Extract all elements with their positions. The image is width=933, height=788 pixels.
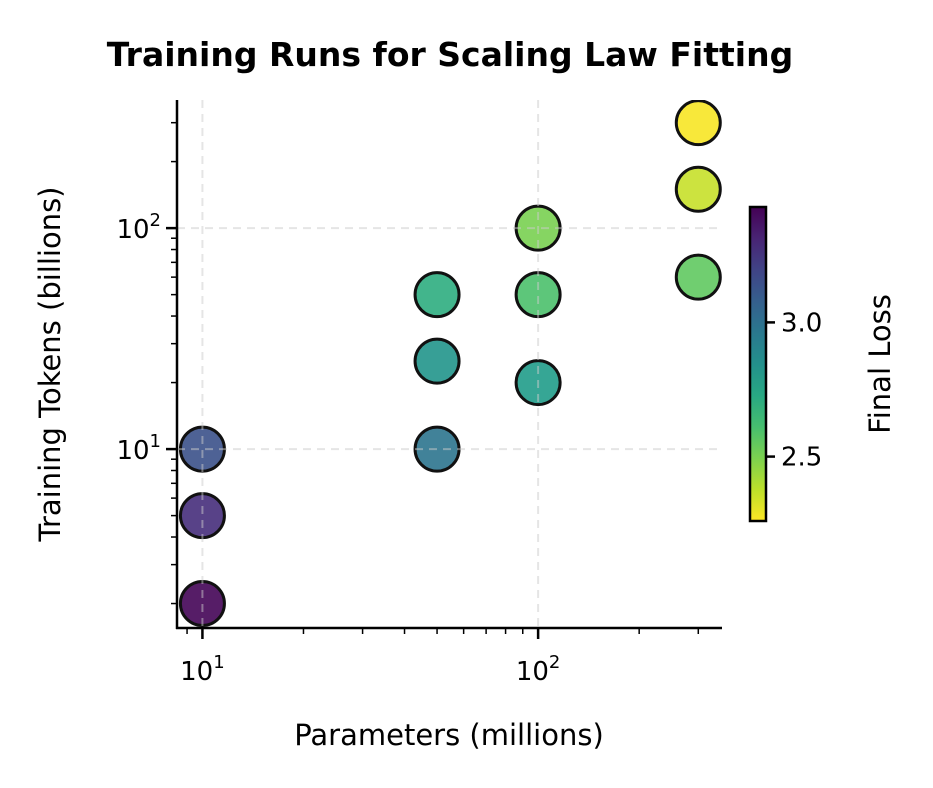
colorbar-tick-label: 3.0 — [781, 308, 822, 338]
data-point — [178, 492, 226, 540]
colorbar-label: Final Loss — [863, 294, 897, 434]
y-tick-label: 102 — [116, 210, 161, 245]
data-point — [674, 100, 722, 147]
x-tick-label: 101 — [180, 652, 225, 687]
data-point — [674, 165, 722, 213]
colorbar: 2.5 3.0 — [748, 205, 822, 523]
axes: 101 102 101 102 — [116, 100, 722, 687]
x-axis-label: Parameters (millions) — [294, 718, 604, 752]
points — [178, 100, 722, 628]
chart-title: Training Runs for Scaling Law Fitting — [107, 35, 793, 74]
y-axis-label: Training Tokens (billions) — [33, 187, 67, 543]
data-point — [413, 337, 461, 385]
colorbar-gradient — [748, 205, 768, 523]
data-point — [413, 271, 461, 319]
colorbar-tick-label: 2.5 — [781, 443, 822, 473]
y-tick-label: 101 — [116, 431, 161, 466]
data-point — [674, 253, 722, 301]
x-tick-label: 102 — [516, 652, 561, 687]
grid-overlay — [177, 100, 722, 628]
